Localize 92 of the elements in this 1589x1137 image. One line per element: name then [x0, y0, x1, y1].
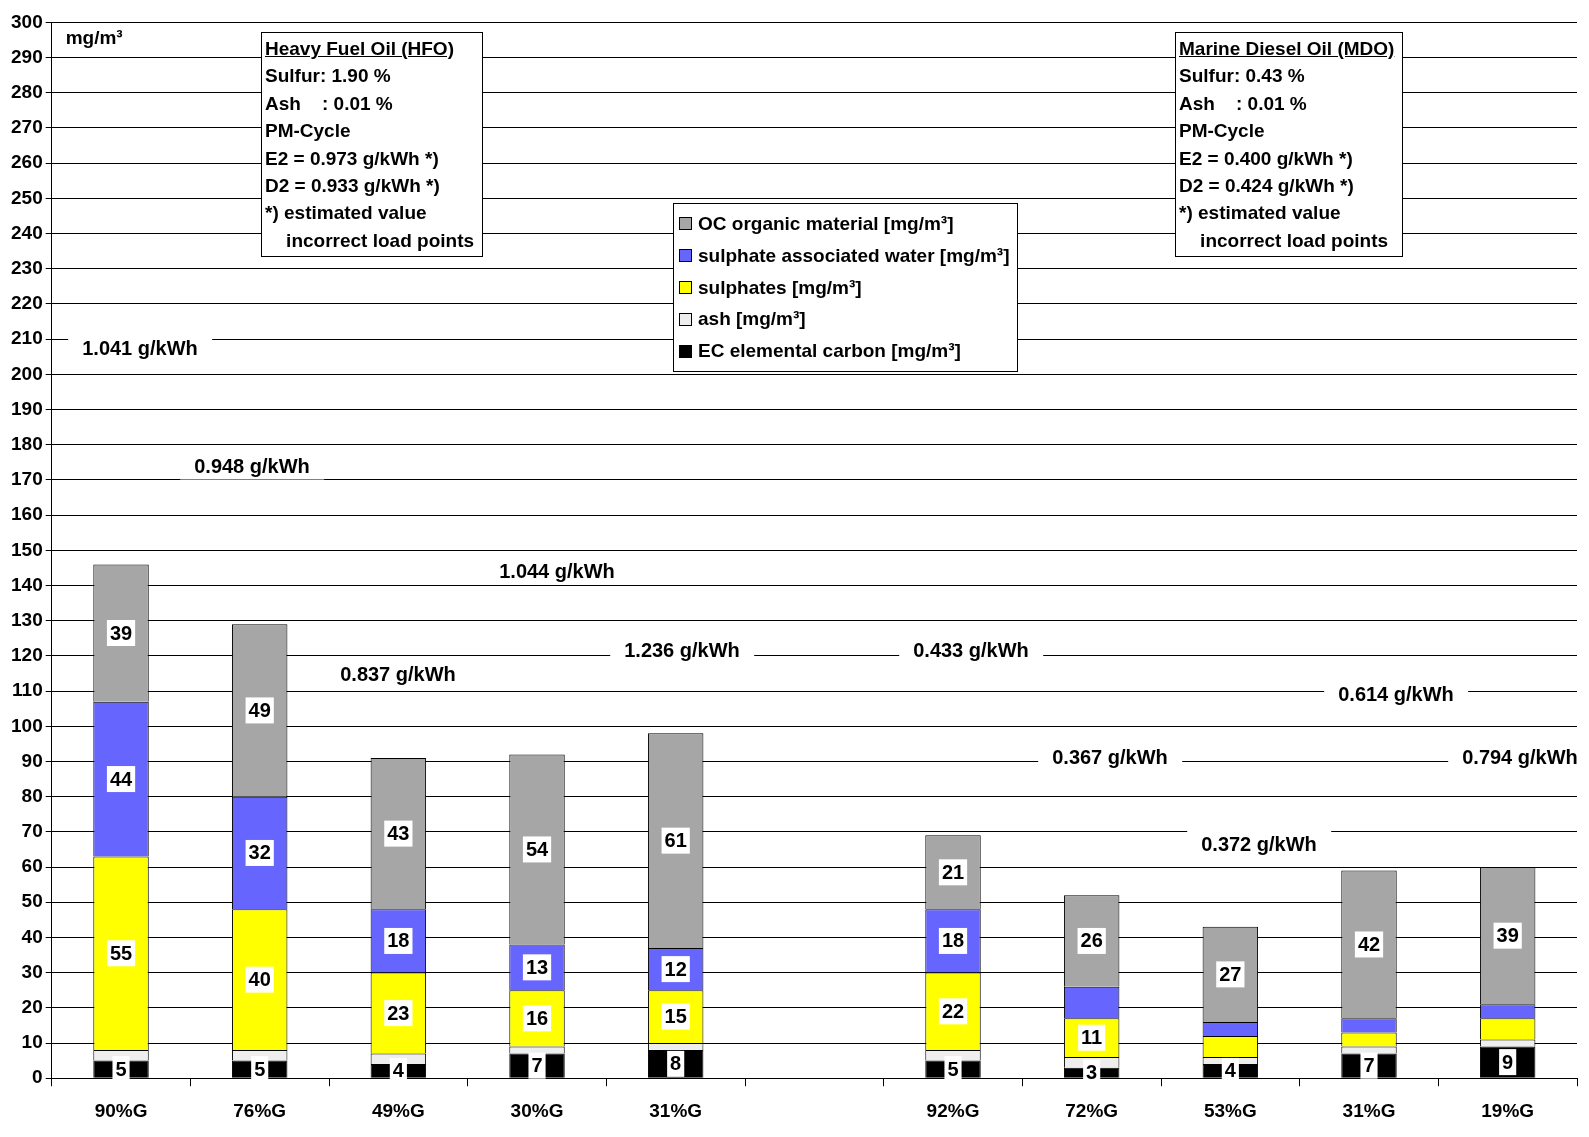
- data-label: 23: [387, 1001, 410, 1024]
- y-tick-label: 80: [21, 784, 43, 806]
- data-label: 4: [1224, 1059, 1237, 1082]
- y-tick-label: 90: [21, 749, 43, 771]
- y-tick-label: 70: [21, 820, 43, 842]
- data-label: 22: [941, 999, 965, 1022]
- data-label: 54: [525, 837, 550, 860]
- y-tick-label: 130: [11, 608, 43, 630]
- data-label: 9: [1502, 1050, 1514, 1073]
- legend-label: EC elemental carbon [mg/m³]: [698, 339, 961, 364]
- legend-label: sulphate associated water [mg/m³]: [698, 243, 1010, 268]
- y-tick-label: 150: [11, 538, 43, 560]
- legend-label: OC organic material [mg/m³]: [698, 212, 954, 236]
- x-tick-label: 31%G: [649, 1099, 703, 1121]
- x-tick-label: 53%G: [1203, 1099, 1257, 1121]
- y-tick-label: 250: [11, 186, 43, 208]
- data-label: 18: [387, 929, 410, 952]
- y-tick-label: 270: [11, 116, 43, 138]
- legend-label: sulphates [mg/m³]: [698, 275, 862, 300]
- data-label: 3: [1086, 1061, 1098, 1084]
- y-tick-label: 290: [11, 45, 43, 67]
- data-label: 27: [1219, 962, 1242, 985]
- data-label: 26: [1080, 929, 1103, 952]
- y-tick-label: 170: [11, 468, 43, 490]
- x-tick-label: 76%G: [233, 1099, 287, 1121]
- annotation: Heavy Fuel Oil (HFO) Sulfur: 1.90 % Ash : 0.01 % PM-Cycle E2 = 0.973 g/kWh *) D2 = 0.933 g/kWh *) *) estimated value incorrect load points: [265, 37, 475, 253]
- y-tick-label: 10: [21, 1031, 43, 1053]
- x-tick-label: 19%G: [1481, 1099, 1535, 1121]
- data-label: 11: [1081, 1026, 1103, 1049]
- y-tick-label: 160: [11, 503, 43, 525]
- data-label: 7: [1363, 1054, 1375, 1077]
- x-tick-label: 49%G: [371, 1099, 425, 1121]
- annotation: 0.794 g/kWh: [1448, 743, 1589, 771]
- y-tick-label: 100: [11, 714, 43, 736]
- data-label: 21: [941, 860, 965, 883]
- y-tick-label: 110: [12, 679, 43, 701]
- data-label: 42: [1357, 932, 1381, 955]
- data-label: 55: [109, 941, 133, 964]
- y-tick-label: 240: [11, 221, 43, 243]
- data-label: 5: [947, 1057, 959, 1080]
- y-tick-label: 50: [21, 890, 43, 912]
- y-tick-label: 220: [11, 292, 43, 314]
- data-label: 15: [664, 1005, 687, 1028]
- data-label: 44: [109, 767, 134, 790]
- y-tick-label: 300: [11, 10, 43, 32]
- y-tick-label: 140: [11, 573, 43, 595]
- data-label: 5: [254, 1057, 266, 1080]
- y-tick-label: 60: [21, 855, 43, 877]
- x-tick-label: 92%G: [926, 1099, 980, 1121]
- annotation: 0.948 g/kWh: [180, 452, 324, 480]
- data-label: 13: [525, 955, 549, 978]
- data-label: 5: [115, 1057, 127, 1080]
- data-label: 8: [670, 1052, 682, 1075]
- annotation: 1.041 g/kWh: [68, 334, 212, 362]
- data-label: 16: [525, 1006, 549, 1029]
- x-tick-label: 72%G: [1065, 1099, 1119, 1121]
- data-label: 39: [109, 621, 133, 644]
- data-label: 39: [1496, 924, 1519, 947]
- annotation: Marine Diesel Oil (MDO) Sulfur: 0.43 % Ash : 0.01 % PM-Cycle E2 = 0.400 g/kWh *) D2 = 0.424 g/kWh *) *) estimated value incorrect load points: [1179, 37, 1395, 253]
- y-tick-label: 180: [11, 432, 43, 454]
- data-label: 12: [664, 957, 687, 980]
- annotation: 0.614 g/kWh: [1324, 680, 1468, 708]
- y-axis-title: mg/m³: [65, 26, 123, 48]
- x-tick-label: 31%G: [1342, 1099, 1396, 1121]
- annotation: 0.433 g/kWh: [899, 636, 1043, 664]
- y-tick-label: 120: [11, 644, 43, 666]
- data-label: 49: [248, 698, 271, 721]
- annotation: 1.044 g/kWh: [485, 557, 629, 585]
- annotation: 0.367 g/kWh: [1038, 743, 1182, 771]
- x-tick-label: 30%G: [510, 1099, 564, 1121]
- y-tick-label: 20: [21, 996, 43, 1018]
- data-label: 61: [664, 829, 687, 852]
- y-tick-label: 30: [21, 960, 43, 982]
- data-label: 4: [392, 1059, 405, 1082]
- annotation: 0.372 g/kWh: [1187, 830, 1331, 858]
- x-tick-label: 90%G: [94, 1099, 148, 1121]
- data-label: 43: [387, 822, 410, 845]
- annotation: 0.837 g/kWh: [326, 660, 470, 688]
- legend-label: ash [mg/m³]: [698, 307, 806, 332]
- data-label: 40: [248, 968, 271, 991]
- y-tick-label: 230: [11, 256, 43, 278]
- y-tick-label: 280: [11, 81, 43, 103]
- y-tick-label: 190: [11, 397, 43, 419]
- data-label: 7: [531, 1054, 543, 1077]
- y-tick-label: 260: [11, 151, 43, 173]
- data-label: 18: [941, 929, 965, 952]
- y-tick-label: 0: [32, 1066, 43, 1088]
- data-label: 32: [248, 841, 271, 864]
- y-tick-label: 210: [11, 327, 43, 349]
- y-tick-label: 40: [21, 925, 43, 947]
- y-tick-label: 200: [11, 362, 43, 384]
- annotation: 1.236 g/kWh: [610, 636, 754, 664]
